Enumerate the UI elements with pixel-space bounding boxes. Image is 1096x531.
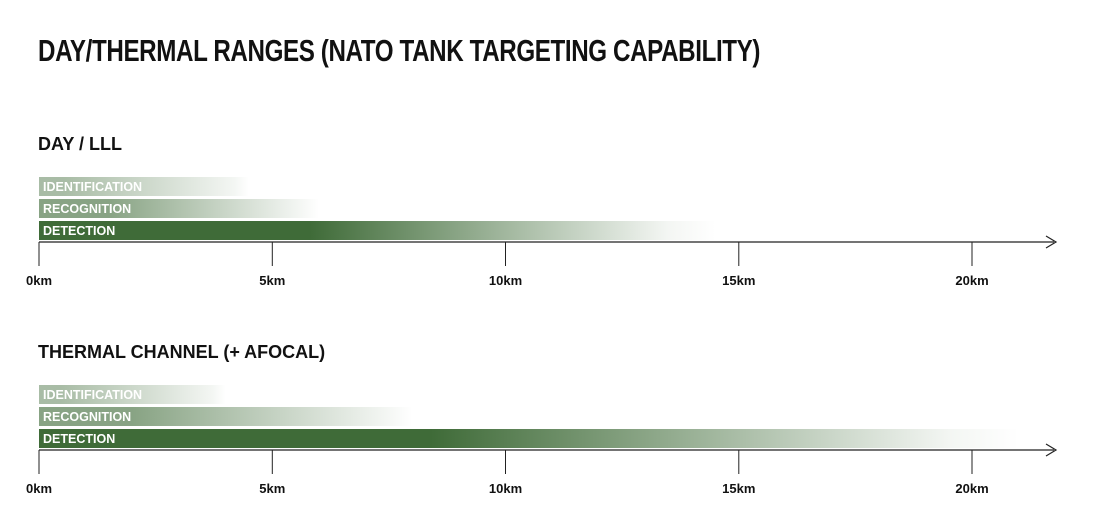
bar-label-identification: IDENTIFICATION — [43, 388, 142, 402]
bar-detection — [39, 429, 1019, 448]
x-axis-arrow — [1045, 443, 1058, 457]
x-tick-label: 15km — [722, 273, 755, 288]
bar-label-identification: IDENTIFICATION — [43, 180, 142, 194]
x-tick-label: 10km — [489, 273, 522, 288]
x-tick-label: 20km — [955, 481, 988, 496]
chart-panel-1: DAY / LLL IDENTIFICATION RECOGNITION DETECT… — [26, 134, 1058, 288]
bar-recognition — [39, 407, 413, 426]
x-tick-label: 20km — [955, 273, 988, 288]
bar-label-recognition: RECOGNITION — [43, 202, 131, 216]
panel-title: DAY / LLL — [38, 134, 122, 154]
bar-label-detection: DETECTION — [43, 432, 115, 446]
bar-label-recognition: RECOGNITION — [43, 410, 131, 424]
x-axis-arrow — [1045, 235, 1058, 249]
bar-identification — [39, 177, 249, 196]
bar-identification — [39, 385, 226, 404]
bar-label-detection: DETECTION — [43, 224, 115, 238]
chart-panel-2: THERMAL CHANNEL (+ AFOCAL) IDENTIFICATION… — [26, 342, 1058, 496]
x-tick-label: 5km — [259, 481, 285, 496]
x-tick-label: 15km — [722, 481, 755, 496]
x-tick-label: 0km — [26, 273, 52, 288]
panel-title: THERMAL CHANNEL (+ AFOCAL) — [38, 342, 325, 362]
page-title: DAY/THERMAL RANGES (NATO TANK TARGETING … — [38, 33, 761, 68]
bar-detection — [39, 221, 716, 240]
bar-recognition — [39, 199, 319, 218]
x-tick-label: 0km — [26, 481, 52, 496]
x-tick-label: 10km — [489, 481, 522, 496]
x-tick-label: 5km — [259, 273, 285, 288]
